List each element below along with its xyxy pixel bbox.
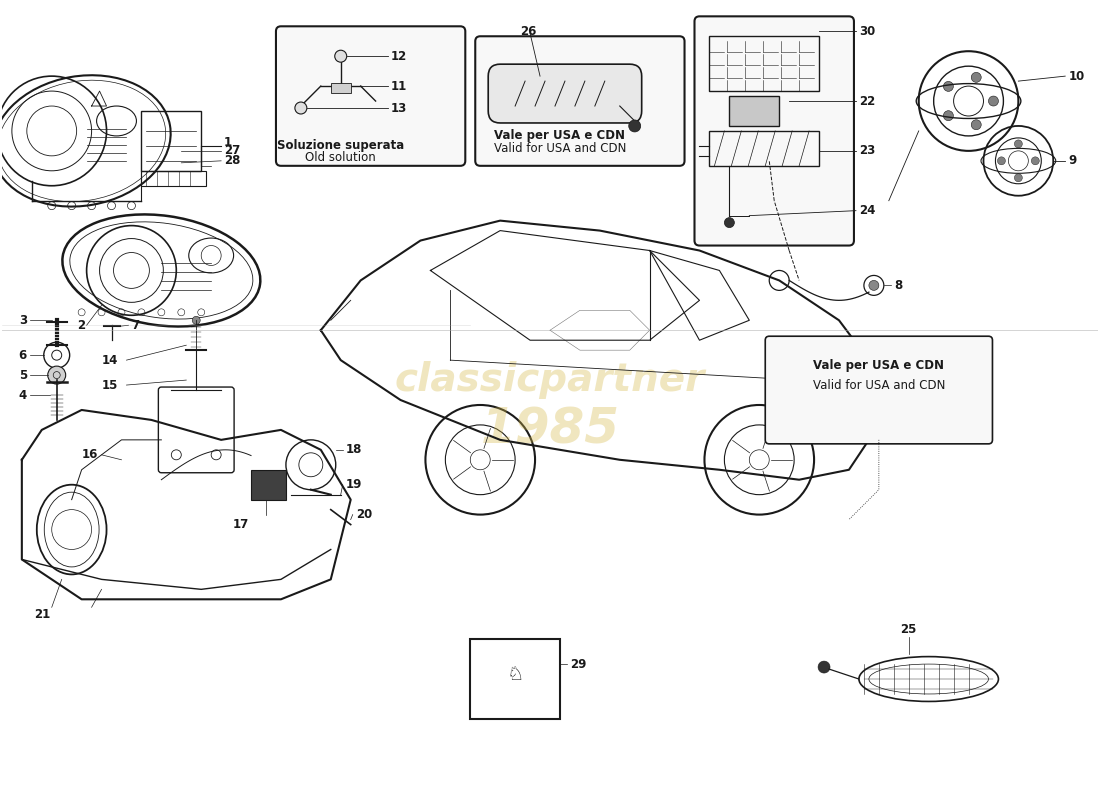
Bar [710,131,820,166]
Text: 21: 21 [34,608,50,621]
Text: 28: 28 [224,154,241,167]
Bar [729,96,779,126]
Text: 7: 7 [132,318,140,332]
FancyBboxPatch shape [766,336,992,444]
Bar [142,111,201,170]
Text: 17: 17 [233,518,250,531]
Circle shape [47,366,66,384]
Circle shape [629,120,640,132]
Circle shape [725,218,735,228]
Text: 1: 1 [224,136,232,150]
Text: 4: 4 [19,389,26,402]
Bar [142,170,206,186]
Text: ♘: ♘ [506,665,524,683]
Text: 16: 16 [81,448,98,462]
Text: 24: 24 [859,204,876,217]
Bar [710,36,820,91]
Text: 23: 23 [859,144,876,158]
Bar [251,470,286,500]
Text: 18: 18 [345,443,362,456]
Text: 1985: 1985 [481,406,619,454]
Text: 13: 13 [390,102,407,114]
Text: Vale per USA e CDN: Vale per USA e CDN [495,130,626,142]
Text: Soluzione superata: Soluzione superata [277,139,405,152]
Circle shape [334,50,346,62]
Text: 25: 25 [901,622,917,636]
Text: Vale per USA e CDN: Vale per USA e CDN [813,358,945,372]
Circle shape [944,110,954,121]
Text: 3: 3 [19,314,26,326]
Text: 27: 27 [224,144,241,158]
FancyBboxPatch shape [276,26,465,166]
Text: 8: 8 [894,279,902,292]
Text: 29: 29 [570,658,586,670]
FancyBboxPatch shape [488,64,641,123]
Text: 15: 15 [101,378,118,391]
Text: 14: 14 [101,354,118,366]
Circle shape [998,157,1005,165]
Circle shape [295,102,307,114]
Circle shape [944,82,954,91]
Text: 20: 20 [355,508,372,521]
Text: 6: 6 [19,349,26,362]
Text: 22: 22 [859,94,876,107]
Text: Valid for USA and CDN: Valid for USA and CDN [813,378,945,391]
FancyBboxPatch shape [475,36,684,166]
Text: 2: 2 [77,318,85,332]
Circle shape [192,316,200,324]
Circle shape [818,661,830,673]
Circle shape [971,120,981,130]
Text: 11: 11 [390,79,407,93]
Bar [331,83,351,93]
Circle shape [1032,157,1040,165]
FancyBboxPatch shape [694,16,854,246]
Text: 9: 9 [1068,154,1077,167]
Bar [471,639,560,719]
Text: 26: 26 [520,25,537,38]
Text: 5: 5 [19,369,26,382]
Circle shape [1014,140,1022,148]
Text: classicpartner: classicpartner [395,361,705,399]
Text: 10: 10 [1068,70,1085,82]
Text: Old solution: Old solution [306,151,376,164]
Text: 12: 12 [390,50,407,62]
Text: Valid for USA and CDN: Valid for USA and CDN [494,142,626,155]
Text: 19: 19 [345,478,362,491]
Text: 30: 30 [859,25,876,38]
Circle shape [1014,174,1022,182]
Circle shape [971,72,981,82]
Circle shape [869,281,879,290]
Circle shape [989,96,999,106]
